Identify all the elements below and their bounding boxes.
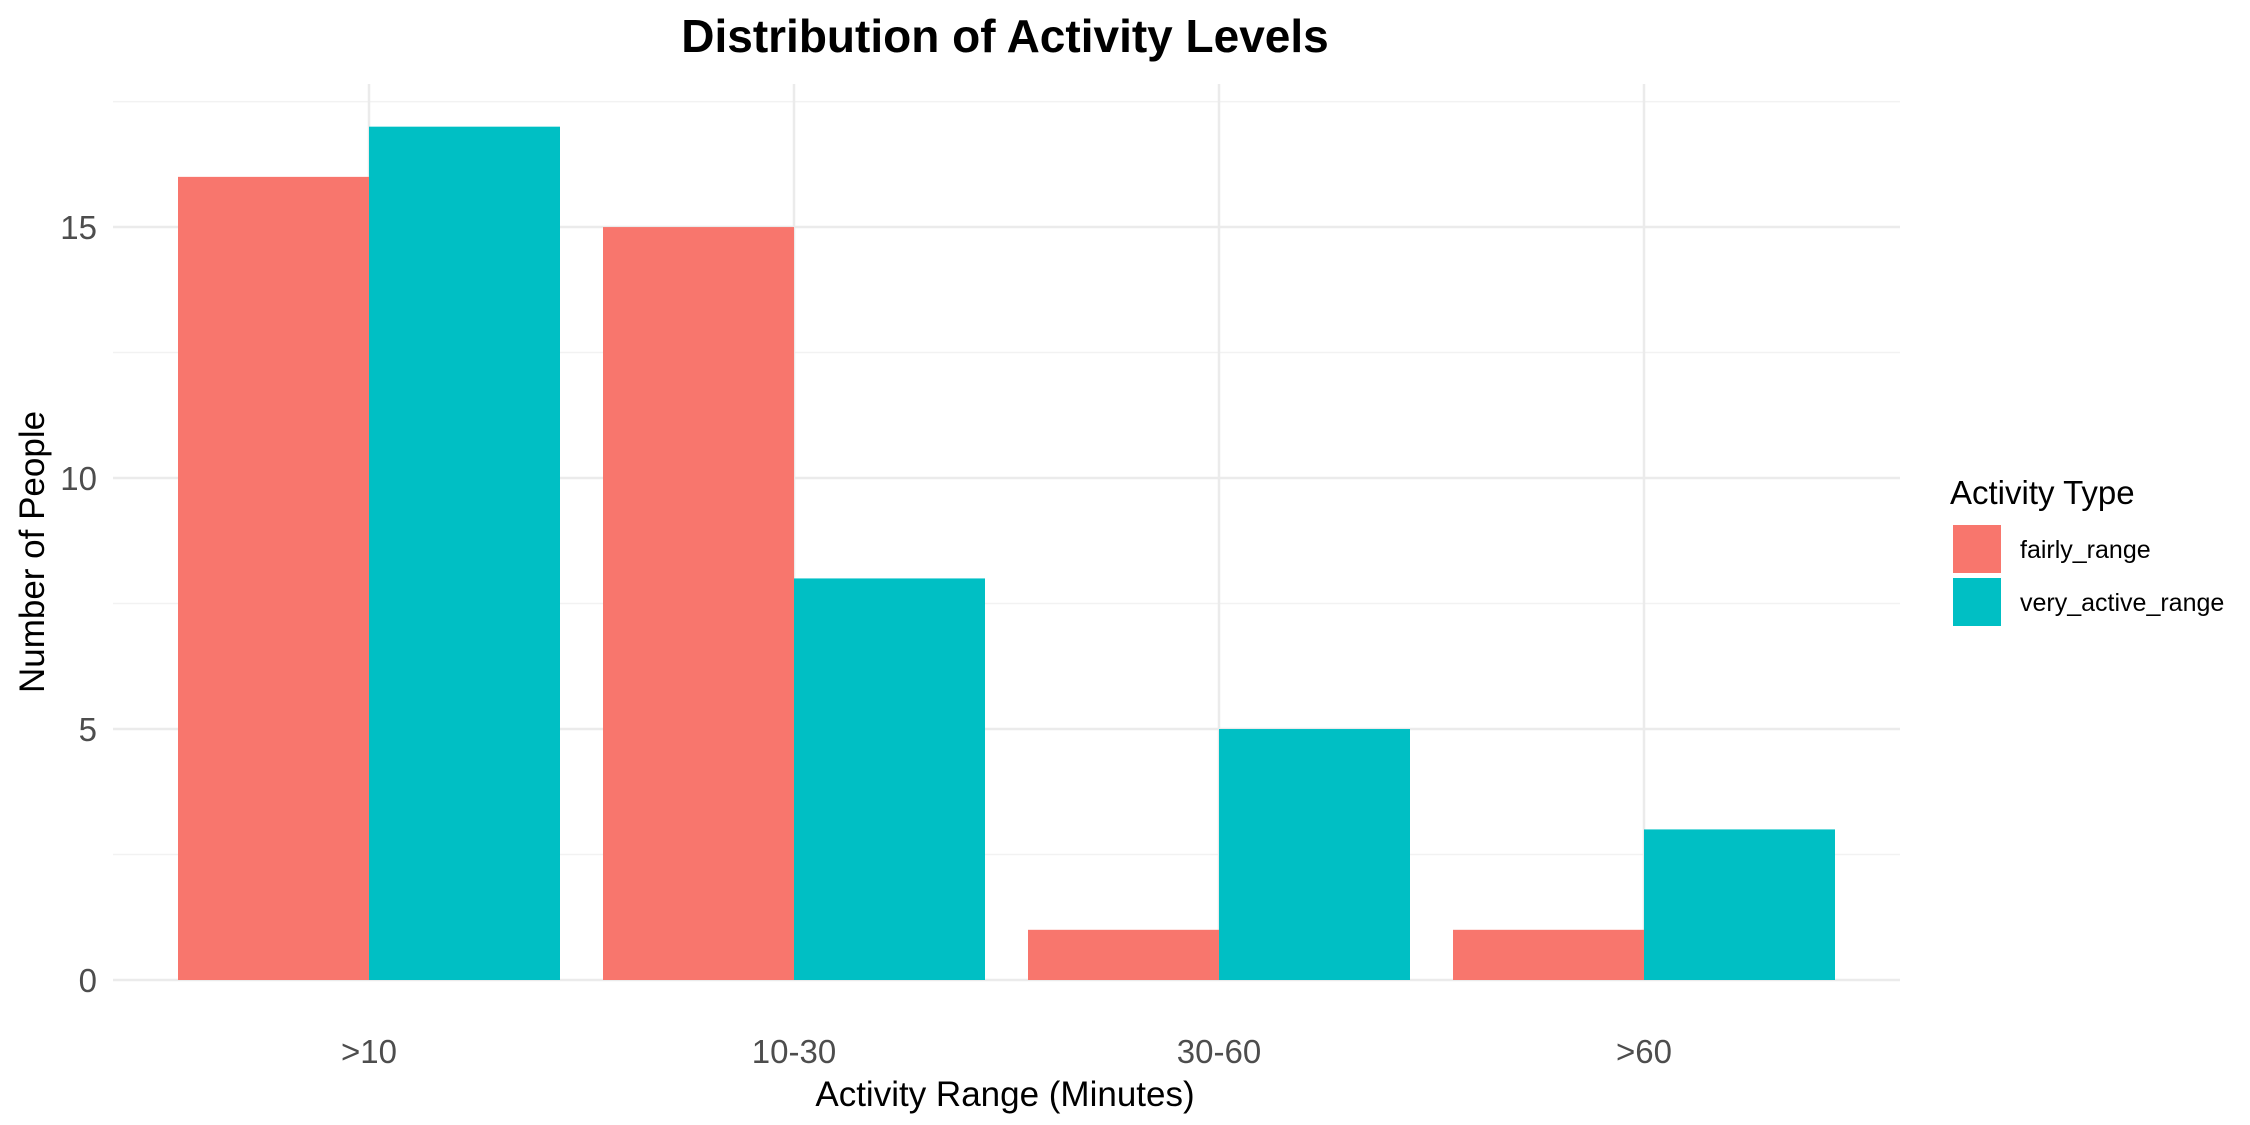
x-axis-title: Activity Range (Minutes) <box>815 1075 1194 1114</box>
x-tick-label-2: 30-60 <box>1177 1033 1261 1070</box>
bar-very-active-range-2 <box>1219 729 1410 980</box>
y-tick-label-1: 5 <box>79 711 97 748</box>
bar-fairly-range-3 <box>1453 929 1644 980</box>
legend-key-fairly-range <box>1953 525 2001 573</box>
bars <box>178 126 1835 981</box>
legend-title: Activity Type <box>1950 474 2135 511</box>
bar-fairly-range-1 <box>603 227 794 980</box>
y-axis-title: Number of People <box>13 411 52 693</box>
x-tick-labels: >10 10-30 30-60 >60 <box>341 1033 1672 1070</box>
x-tick-label-0: >10 <box>341 1033 397 1070</box>
bar-fairly-range-0 <box>178 176 369 981</box>
y-tick-label-2: 10 <box>60 460 97 497</box>
bar-fairly-range-2 <box>1028 929 1219 980</box>
x-tick-label-1: 10-30 <box>752 1033 836 1070</box>
legend: Activity Type fairly_range very_active_ra… <box>1950 474 2224 626</box>
chart-title: Distribution of Activity Levels <box>681 10 1329 62</box>
y-tick-label-3: 15 <box>60 209 97 246</box>
bar-very-active-range-3 <box>1644 829 1835 980</box>
y-tick-label-0: 0 <box>79 962 97 999</box>
legend-items: fairly_range very_active_range <box>1953 525 2224 626</box>
x-tick-label-3: >60 <box>1616 1033 1672 1070</box>
legend-label-fairly-range: fairly_range <box>2020 536 2151 564</box>
y-tick-labels: 0 5 10 15 <box>60 209 97 999</box>
bar-very-active-range-0 <box>369 126 560 980</box>
legend-key-very-active-range <box>1953 578 2001 626</box>
legend-label-very-active-range: very_active_range <box>2020 589 2224 617</box>
bar-very-active-range-1 <box>794 578 985 980</box>
